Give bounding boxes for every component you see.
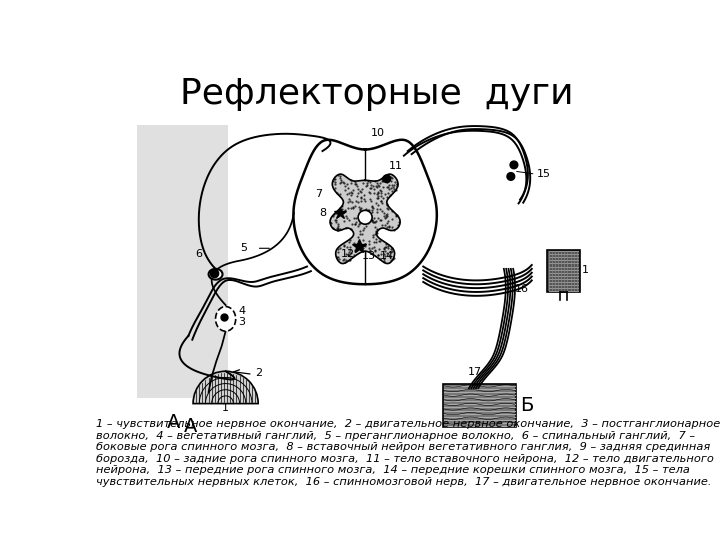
- Text: 14: 14: [379, 251, 394, 261]
- Ellipse shape: [215, 307, 235, 331]
- Ellipse shape: [209, 269, 222, 280]
- Text: 11: 11: [388, 161, 402, 171]
- Text: 10: 10: [372, 127, 385, 138]
- Text: 17: 17: [468, 367, 482, 377]
- Text: 13: 13: [362, 251, 376, 261]
- Text: 1: 1: [222, 403, 229, 413]
- Text: 15: 15: [537, 169, 552, 179]
- Wedge shape: [193, 372, 258, 403]
- Polygon shape: [294, 140, 437, 284]
- FancyBboxPatch shape: [547, 249, 580, 292]
- Text: 1: 1: [582, 265, 589, 275]
- Text: 2: 2: [255, 368, 262, 378]
- Text: Рефлекторные  дуги: Рефлекторные дуги: [180, 77, 574, 111]
- Circle shape: [383, 175, 391, 183]
- Text: 3: 3: [238, 317, 245, 327]
- Text: 4: 4: [238, 306, 245, 316]
- Text: 6: 6: [195, 249, 202, 259]
- Circle shape: [510, 161, 518, 169]
- Text: 16: 16: [515, 284, 528, 294]
- Text: 1 – чувствительное нервное окончание,  2 – двигательное нервное окончание,  3 – : 1 – чувствительное нервное окончание, 2 …: [96, 419, 720, 487]
- Text: 5: 5: [240, 244, 248, 253]
- Polygon shape: [330, 174, 400, 264]
- Text: 7: 7: [315, 189, 323, 199]
- Bar: [137, 125, 228, 398]
- Text: А: А: [184, 417, 197, 436]
- FancyBboxPatch shape: [443, 384, 516, 427]
- Text: А: А: [167, 413, 181, 433]
- Circle shape: [507, 173, 515, 180]
- Text: 8: 8: [319, 208, 326, 218]
- Text: 12: 12: [341, 249, 355, 259]
- Circle shape: [358, 210, 372, 224]
- Text: Б: Б: [520, 396, 534, 415]
